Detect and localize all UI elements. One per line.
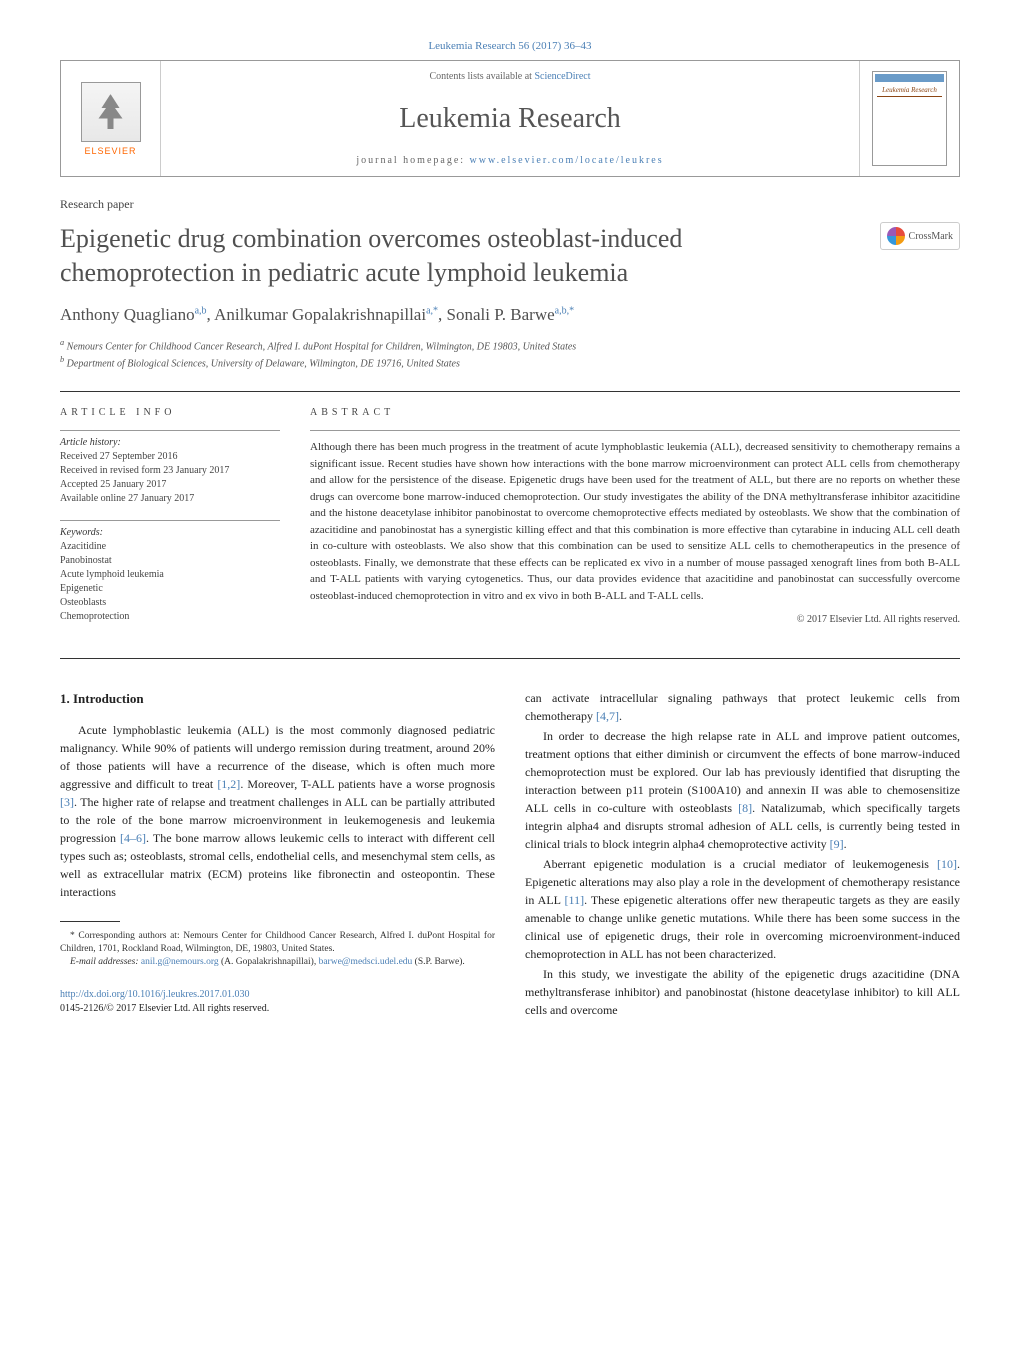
cite-11[interactable]: [11]: [565, 893, 585, 907]
doi-block: http://dx.doi.org/10.1016/j.leukres.2017…: [60, 988, 495, 1016]
homepage-prefix: journal homepage:: [356, 155, 469, 166]
intro-para-2: can activate intracellular signaling pat…: [525, 689, 960, 725]
cite-4-7[interactable]: [4,7]: [596, 709, 619, 723]
cover-title: Leukemia Research: [877, 86, 942, 97]
abstract-copyright: © 2017 Elsevier Ltd. All rights reserved…: [310, 614, 960, 625]
history-item: Received in revised form 23 January 2017: [60, 464, 280, 478]
intro-heading: 1. Introduction: [60, 689, 495, 709]
abstract-column: abstract Although there has been much pr…: [310, 407, 960, 638]
history-item: Available online 27 January 2017: [60, 492, 280, 506]
keyword-item: Acute lymphoid leukemia: [60, 568, 280, 582]
crossmark-badge[interactable]: CrossMark: [880, 222, 960, 250]
journal-name: Leukemia Research: [171, 103, 849, 135]
article-info-heading: article info: [60, 407, 280, 418]
history-label: Article history:: [60, 437, 280, 448]
cover-image: Leukemia Research: [872, 71, 947, 166]
paper-title: Epigenetic drug combination overcomes os…: [60, 222, 880, 290]
keyword-item: Azacitidine: [60, 540, 280, 554]
intro-para-4: Aberrant epigenetic modulation is a cruc…: [525, 855, 960, 963]
p1b-text: . Moreover, T-ALL patients have a worse …: [240, 777, 495, 791]
p2b-text: .: [619, 709, 622, 723]
author-name: Sonali P. Barwe: [447, 305, 555, 324]
p4a-text: Aberrant epigenetic modulation is a cruc…: [543, 857, 937, 871]
article-info-column: article info Article history: Received 2…: [60, 407, 280, 638]
author-aff-sup: a,*: [426, 305, 438, 316]
p3c-text: .: [844, 837, 847, 851]
paper-type: Research paper: [60, 197, 960, 212]
elsevier-label: ELSEVIER: [84, 146, 136, 156]
author-list: Anthony Quaglianoa,b, Anilkumar Gopalakr…: [60, 305, 960, 325]
p4c-text: . These epigenetic alterations offer new…: [525, 893, 960, 961]
keyword-item: Chemoprotection: [60, 610, 280, 624]
affiliation-line: b Department of Biological Sciences, Uni…: [60, 354, 960, 371]
citation-header: Leukemia Research 56 (2017) 36–43: [60, 40, 960, 52]
issn-copyright: 0145-2126/© 2017 Elsevier Ltd. All right…: [60, 1003, 269, 1014]
author-name: Anilkumar Gopalakrishnapillai: [214, 305, 426, 324]
email-2-name: (S.P. Barwe).: [412, 957, 465, 967]
keyword-item: Epigenetic: [60, 582, 280, 596]
keyword-item: Osteoblasts: [60, 596, 280, 610]
elsevier-logo[interactable]: ELSEVIER: [61, 61, 161, 176]
journal-cover-thumb: Leukemia Research: [859, 61, 959, 176]
contents-available: Contents lists available at ScienceDirec…: [171, 71, 849, 82]
contents-prefix: Contents lists available at: [429, 71, 534, 82]
author-name: Anthony Quagliano: [60, 305, 195, 324]
author-aff-sup: a,b: [195, 305, 207, 316]
history-item: Received 27 September 2016: [60, 450, 280, 464]
intro-para-1: Acute lymphoblastic leukemia (ALL) is th…: [60, 721, 495, 901]
body-column-right: can activate intracellular signaling pat…: [525, 689, 960, 1021]
email-label: E-mail addresses:: [70, 957, 141, 967]
intro-para-5: In this study, we investigate the abilit…: [525, 965, 960, 1019]
keyword-item: Panobinostat: [60, 554, 280, 568]
cite-3[interactable]: [3]: [60, 795, 74, 809]
email-footnote: E-mail addresses: anil.g@nemours.org (A.…: [60, 956, 495, 969]
affiliation-line: a Nemours Center for Childhood Cancer Re…: [60, 337, 960, 354]
cite-8[interactable]: [8]: [738, 801, 752, 815]
abstract-heading: abstract: [310, 407, 960, 418]
email-1[interactable]: anil.g@nemours.org: [141, 957, 219, 967]
crossmark-label: CrossMark: [909, 231, 953, 242]
p2a-text: can activate intracellular signaling pat…: [525, 691, 960, 723]
author-aff-sup: a,b,*: [555, 305, 574, 316]
intro-para-3: In order to decrease the high relapse ra…: [525, 727, 960, 853]
elsevier-tree-icon: [81, 82, 141, 142]
crossmark-icon: [887, 227, 905, 245]
body-column-left: 1. Introduction Acute lymphoblastic leuk…: [60, 689, 495, 1021]
cite-9[interactable]: [9]: [830, 837, 844, 851]
homepage-link[interactable]: www.elsevier.com/locate/leukres: [470, 155, 664, 166]
doi-link[interactable]: http://dx.doi.org/10.1016/j.leukres.2017…: [60, 989, 250, 1000]
email-2[interactable]: barwe@medsci.udel.edu: [319, 957, 413, 967]
history-item: Accepted 25 January 2017: [60, 478, 280, 492]
journal-homepage: journal homepage: www.elsevier.com/locat…: [171, 155, 849, 166]
affiliations: a Nemours Center for Childhood Cancer Re…: [60, 337, 960, 372]
corresponding-author-footnote: * Corresponding authors at: Nemours Cent…: [60, 930, 495, 957]
abstract-text: Although there has been much progress in…: [310, 430, 960, 604]
journal-header-box: ELSEVIER Contents lists available at Sci…: [60, 60, 960, 177]
keywords-label: Keywords:: [60, 527, 280, 538]
cite-1-2[interactable]: [1,2]: [217, 777, 240, 791]
cite-4-6[interactable]: [4–6]: [120, 831, 146, 845]
sciencedirect-link[interactable]: ScienceDirect: [534, 71, 590, 82]
email-1-name: (A. Gopalakrishnapillai),: [219, 957, 319, 967]
cite-10[interactable]: [10]: [937, 857, 957, 871]
